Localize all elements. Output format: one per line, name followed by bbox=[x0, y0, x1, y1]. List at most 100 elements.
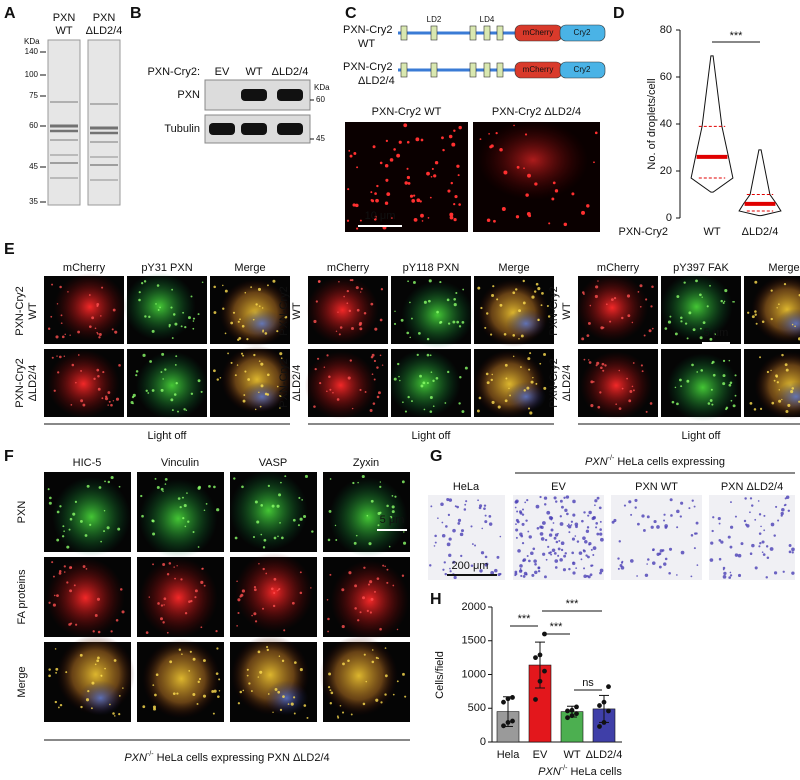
cell-signal bbox=[580, 351, 653, 420]
speckle bbox=[710, 388, 713, 391]
cell bbox=[532, 547, 536, 551]
speckle bbox=[112, 400, 115, 402]
data-point bbox=[606, 684, 611, 690]
cell bbox=[781, 507, 785, 512]
cell-signal bbox=[328, 477, 408, 558]
cell bbox=[644, 573, 649, 578]
speckle bbox=[725, 406, 729, 410]
droplet bbox=[413, 217, 418, 222]
speckle bbox=[546, 304, 549, 308]
speckle bbox=[112, 712, 115, 715]
speckle bbox=[790, 390, 794, 394]
cell bbox=[723, 571, 727, 576]
cell bbox=[585, 529, 590, 533]
speckle bbox=[173, 566, 175, 568]
cell bbox=[440, 502, 444, 506]
cell bbox=[617, 567, 620, 570]
y-tick-label: 1000 bbox=[462, 668, 486, 680]
speckle bbox=[621, 316, 624, 320]
speckle bbox=[281, 536, 284, 540]
speckle bbox=[605, 303, 608, 306]
speckle bbox=[423, 408, 426, 411]
speckle bbox=[413, 281, 416, 284]
cell bbox=[663, 519, 666, 522]
cell bbox=[560, 505, 564, 509]
speckle bbox=[529, 411, 533, 415]
speckle bbox=[379, 318, 383, 322]
speckle bbox=[257, 676, 260, 678]
speckle bbox=[168, 325, 171, 328]
droplet bbox=[449, 215, 454, 220]
speckle bbox=[352, 481, 355, 485]
droplet bbox=[447, 189, 451, 193]
speckle bbox=[162, 490, 164, 493]
speckle bbox=[170, 398, 174, 402]
droplet bbox=[503, 170, 508, 175]
speckle bbox=[369, 580, 373, 584]
cell bbox=[546, 510, 551, 515]
droplet bbox=[355, 203, 359, 208]
speckle bbox=[261, 307, 264, 309]
speckle bbox=[63, 530, 65, 532]
data-point bbox=[574, 711, 579, 717]
speckle bbox=[265, 572, 268, 575]
cell-signal bbox=[138, 478, 218, 559]
column-header: PXN WT bbox=[635, 481, 678, 493]
speckle bbox=[753, 408, 757, 411]
cell bbox=[471, 543, 474, 545]
speckle bbox=[117, 527, 121, 531]
violin bbox=[738, 149, 782, 217]
speckle bbox=[754, 310, 757, 313]
speckle bbox=[160, 388, 164, 392]
speckle bbox=[529, 352, 532, 355]
droplet bbox=[453, 129, 456, 132]
speckle bbox=[707, 402, 711, 405]
cell bbox=[557, 532, 559, 535]
cell bbox=[519, 568, 522, 570]
speckle bbox=[724, 289, 728, 293]
droplet bbox=[442, 148, 445, 152]
cell bbox=[791, 547, 795, 552]
speckle bbox=[336, 398, 340, 401]
speckle bbox=[188, 600, 191, 603]
droplet bbox=[525, 193, 529, 197]
speckle bbox=[174, 577, 176, 580]
speckle bbox=[734, 394, 737, 397]
cell bbox=[595, 522, 598, 525]
cell bbox=[763, 514, 766, 517]
cell-signal bbox=[123, 272, 196, 341]
row-label: ΔLD2/4 bbox=[27, 365, 39, 402]
speckle bbox=[175, 355, 178, 358]
row-label: FA proteins bbox=[16, 569, 28, 625]
speckle bbox=[241, 589, 246, 593]
construct-label: PXN-Cry2 bbox=[343, 24, 393, 36]
cell bbox=[567, 523, 570, 526]
speckle bbox=[59, 569, 62, 573]
cell bbox=[477, 499, 479, 502]
speckle bbox=[171, 337, 174, 339]
cell bbox=[758, 545, 761, 548]
y-tick-label: 0 bbox=[666, 212, 672, 224]
droplet bbox=[489, 145, 493, 149]
speckle bbox=[145, 389, 148, 393]
speckle bbox=[362, 596, 366, 600]
speckle bbox=[253, 588, 257, 592]
y-tick-label: 1500 bbox=[462, 635, 486, 647]
speckle bbox=[695, 279, 698, 283]
speckle bbox=[304, 474, 308, 478]
speckle bbox=[418, 332, 421, 335]
cell bbox=[630, 513, 633, 516]
speckle bbox=[147, 392, 150, 394]
speckle bbox=[379, 485, 382, 489]
droplet bbox=[385, 178, 389, 182]
cell-signal bbox=[401, 280, 474, 349]
speckle bbox=[394, 310, 396, 313]
speckle bbox=[257, 287, 261, 291]
cell bbox=[717, 516, 721, 521]
cell bbox=[641, 514, 645, 518]
speckle bbox=[239, 318, 241, 321]
speckle bbox=[179, 505, 182, 509]
cell bbox=[596, 496, 600, 500]
cell bbox=[592, 516, 595, 519]
speckle bbox=[240, 352, 244, 355]
